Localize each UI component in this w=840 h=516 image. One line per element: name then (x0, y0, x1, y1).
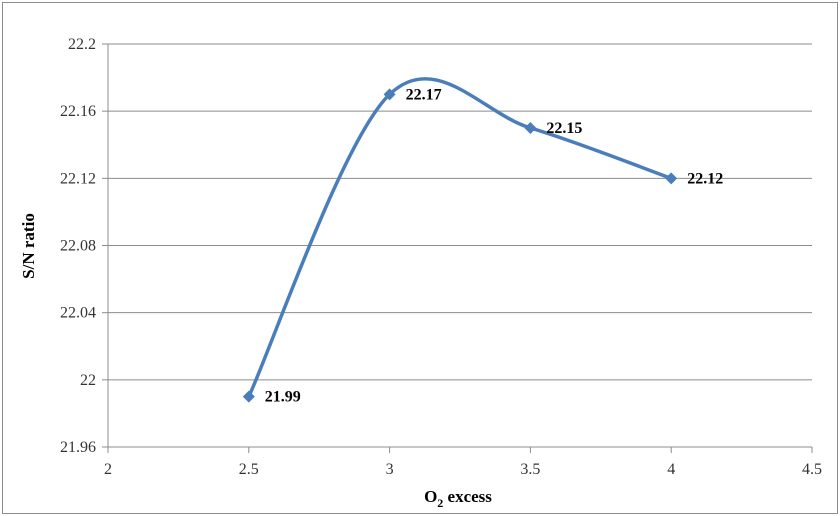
y-tick-label: 22.12 (60, 170, 96, 187)
x-tick-label: 2.5 (239, 461, 259, 478)
y-tick-label: 22.16 (60, 103, 96, 120)
data-point-marker (524, 121, 537, 134)
x-axis-title-rest: excess (443, 487, 492, 506)
data-label: 21.99 (265, 389, 301, 406)
y-tick-label: 22.04 (60, 305, 96, 322)
gridlines (108, 43, 812, 448)
y-tick-label: 22.08 (60, 238, 96, 255)
data-point-marker (242, 390, 255, 403)
x-tick-label: 2 (104, 461, 112, 478)
data-label: 22.17 (406, 86, 442, 103)
x-tick-label: 4 (667, 461, 675, 478)
series-group (242, 77, 678, 403)
x-axis-title-main: O (424, 487, 437, 506)
y-axis-title: S/N ratio (19, 213, 38, 279)
x-axis-title: O2 excess (424, 487, 492, 510)
data-label: 22.15 (546, 120, 582, 137)
data-point-marker (665, 172, 678, 185)
series-line (247, 77, 672, 398)
axes (102, 43, 813, 453)
y-tick-label: 21.96 (60, 439, 96, 456)
x-tick-label: 4.5 (802, 461, 822, 478)
x-tick-label: 3 (386, 461, 394, 478)
data-label: 22.12 (687, 170, 723, 187)
data-labels: 21.99 22.17 22.15 22.12 (265, 86, 723, 405)
tick-labels: 21.96 22 22.04 22.08 22.12 22.16 22.2 2 2.5 3 3.5 4… (60, 36, 822, 478)
y-tick-label: 22 (80, 372, 96, 389)
x-tick-label: 3.5 (520, 461, 540, 478)
data-point-marker (383, 88, 396, 101)
y-tick-label: 22.2 (68, 36, 96, 53)
x-axis-title-sub: 2 (437, 496, 443, 510)
